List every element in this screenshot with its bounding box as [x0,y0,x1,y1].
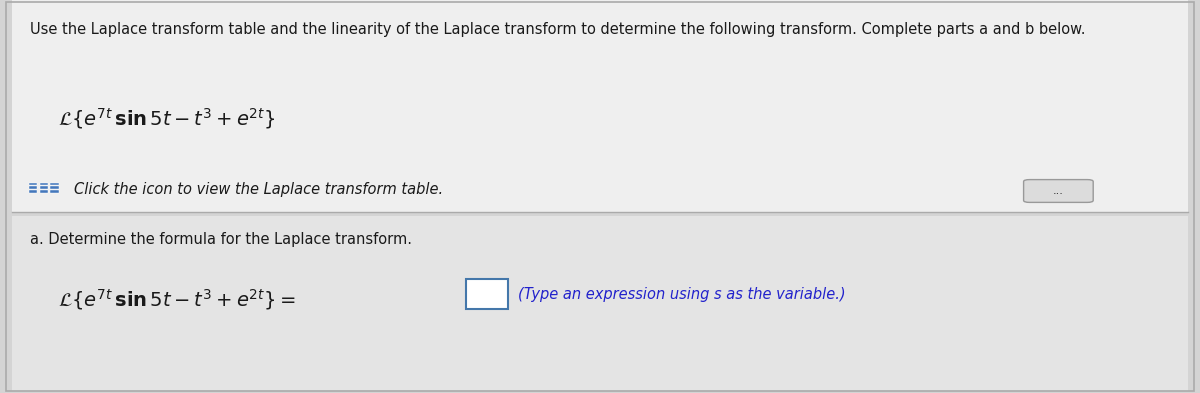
Text: $\mathcal{L}\{e^{7t}\,\mathbf{sin}\,5t - t^3 + e^{2t}\}$: $\mathcal{L}\{e^{7t}\,\mathbf{sin}\,5t -… [58,106,275,131]
Text: a. Determine the formula for the Laplace transform.: a. Determine the formula for the Laplace… [30,232,412,247]
Bar [12,0,1188,212]
Bar [29,183,37,185]
Bar [466,279,508,309]
Text: Click the icon to view the Laplace transform table.: Click the icon to view the Laplace trans… [74,182,444,197]
Bar [12,216,1188,391]
Bar [40,183,48,185]
Text: ...: ... [1052,186,1064,196]
FancyBboxPatch shape [1024,180,1093,202]
Text: (Type an expression using s as the variable.): (Type an expression using s as the varia… [518,287,846,302]
Bar [50,183,59,185]
Bar [40,186,48,189]
Text: Use the Laplace transform table and the linearity of the Laplace transform to de: Use the Laplace transform table and the … [30,22,1086,37]
Bar [50,190,59,193]
Bar [40,190,48,193]
Text: $\mathcal{L}\{e^{7t}\,\mathbf{sin}\,5t - t^3 + e^{2t}\} =$: $\mathcal{L}\{e^{7t}\,\mathbf{sin}\,5t -… [58,287,295,312]
Bar [29,190,37,193]
Bar [29,186,37,189]
Bar [50,186,59,189]
